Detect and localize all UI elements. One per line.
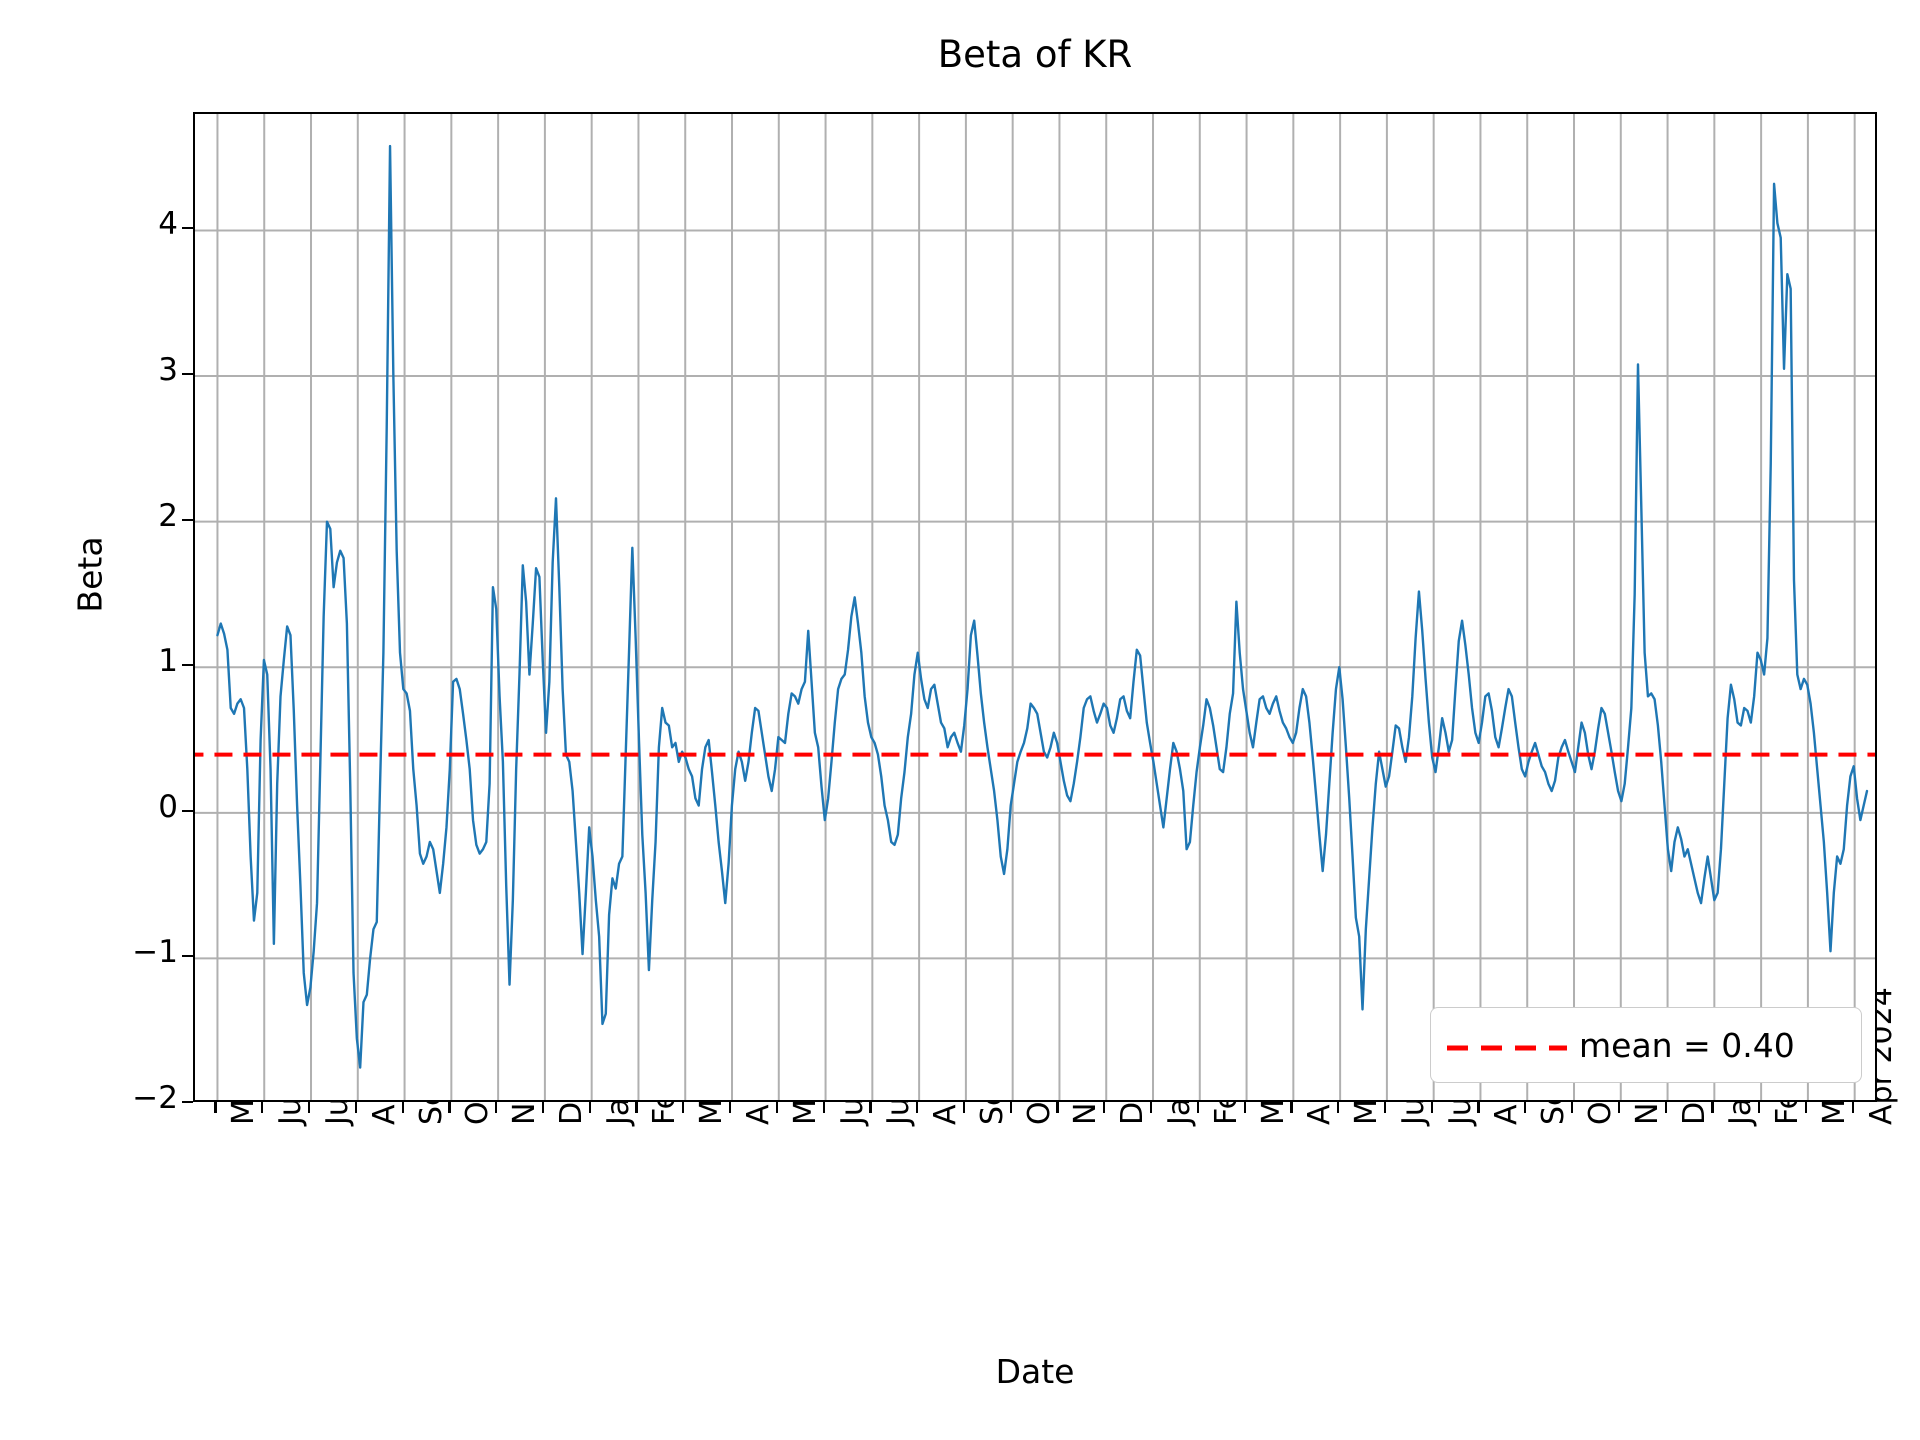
x-tick-mark: [1196, 1102, 1199, 1113]
x-tick-mark: [1337, 1102, 1340, 1113]
x-tick-mark: [1711, 1102, 1714, 1113]
y-tick-label: 1: [158, 643, 178, 680]
y-tick-mark: [182, 809, 193, 812]
x-tick-mark: [308, 1102, 311, 1113]
plot-area: [193, 112, 1877, 1102]
x-tick-mark: [588, 1102, 591, 1113]
x-axis-label: Date: [995, 1352, 1075, 1391]
plot-svg: [195, 114, 1875, 1100]
x-tick-mark: [1664, 1102, 1667, 1113]
y-tick-label: 0: [158, 788, 178, 825]
x-tick-mark: [541, 1102, 545, 1113]
y-tick-mark: [182, 955, 193, 958]
x-tick-mark: [1430, 1102, 1433, 1113]
x-tick-mark: [682, 1102, 685, 1113]
legend-mean-line-swatch: [1447, 1045, 1567, 1051]
x-tick-mark: [354, 1102, 357, 1113]
y-tick-label: 4: [158, 206, 178, 243]
y-tick-mark: [182, 1101, 193, 1103]
y-tick-label: 3: [158, 352, 178, 389]
x-tick-mark: [1009, 1102, 1012, 1113]
y-tick-label: 2: [158, 497, 178, 534]
x-tick-mark: [962, 1102, 966, 1113]
x-tick-mark: [822, 1102, 825, 1113]
x-tick-mark: [1056, 1102, 1059, 1113]
x-tick-mark: [261, 1102, 264, 1113]
x-tick-mark: [1571, 1102, 1574, 1113]
x-tick-mark: [916, 1102, 919, 1113]
x-tick-mark: [1617, 1102, 1620, 1113]
x-tick-mark: [495, 1102, 498, 1113]
y-tick-label: −1: [132, 934, 178, 971]
chart-title: Beta of KR: [937, 33, 1133, 76]
x-tick-mark: [1290, 1102, 1293, 1113]
x-tick-mark: [775, 1102, 778, 1113]
x-tick-mark: [1758, 1102, 1761, 1113]
x-tick-mark: [635, 1102, 638, 1113]
y-tick-mark: [182, 373, 193, 376]
x-tick-mark: [1477, 1102, 1480, 1113]
y-tick-mark: [182, 664, 193, 667]
y-tick-labels: 4 3 2 1 0 −1 −2: [68, 0, 178, 1440]
legend-label-mean: mean = 0.40: [1579, 1026, 1795, 1065]
x-tick-mark: [448, 1102, 451, 1113]
x-tick-mark: [1150, 1102, 1153, 1113]
y-tick-mark: [182, 227, 193, 230]
gridlines: [195, 114, 1875, 1100]
y-tick-mark: [182, 518, 193, 521]
x-tick-mark: [1103, 1102, 1106, 1113]
x-tick-mark: [1383, 1102, 1387, 1113]
legend[interactable]: mean = 0.40: [1430, 1007, 1862, 1083]
x-tick-mark: [729, 1102, 732, 1113]
x-tick-mark: [214, 1102, 217, 1113]
beta-series-line: [216, 144, 1869, 1069]
x-tick-mark: [401, 1102, 404, 1113]
x-tick-mark: [1524, 1102, 1527, 1113]
x-tick-mark: [869, 1102, 872, 1113]
x-tick-mark: [1243, 1102, 1246, 1113]
y-tick-label: −2: [132, 1080, 178, 1116]
x-tick-mark: [1851, 1102, 1854, 1113]
x-tick-mark: [1804, 1102, 1808, 1113]
